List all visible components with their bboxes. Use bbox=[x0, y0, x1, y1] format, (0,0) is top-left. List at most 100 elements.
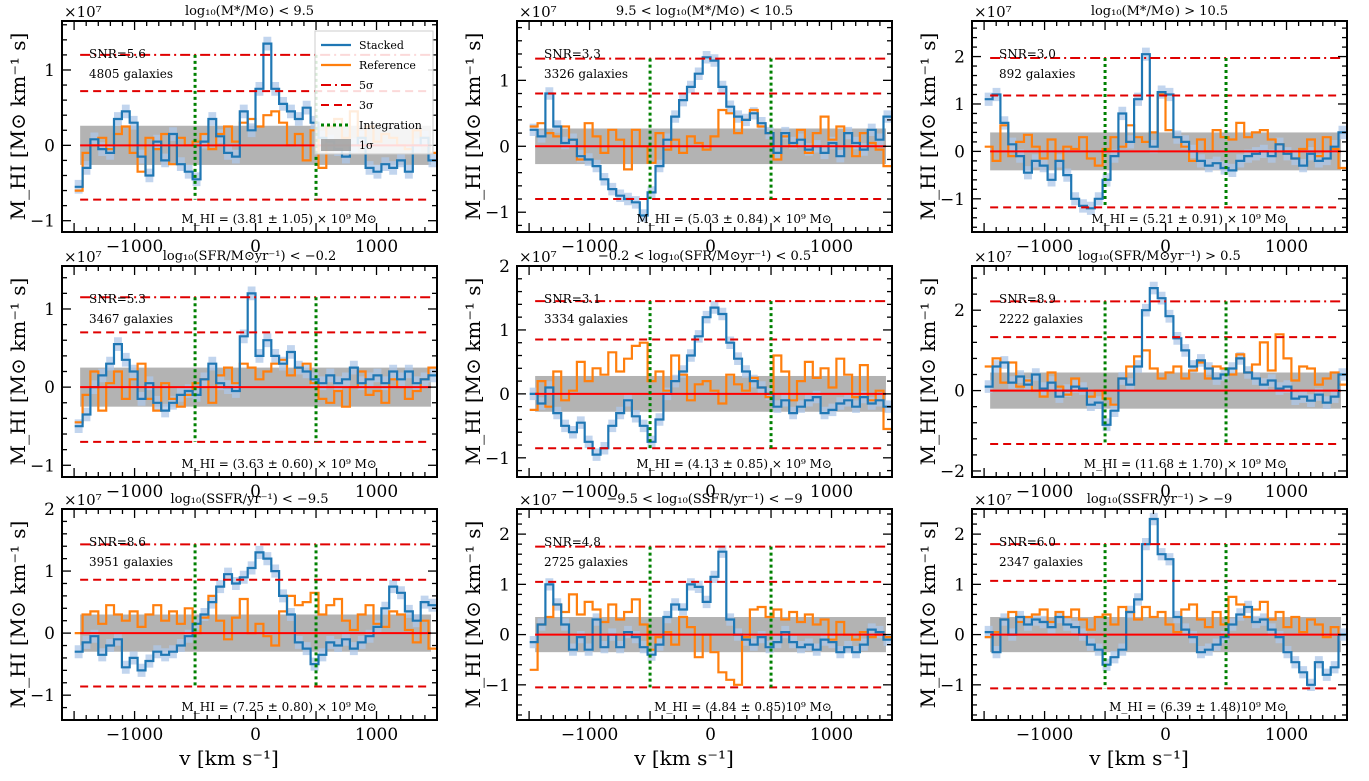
panel-title: log₁₀(SFR/M⊙yr⁻¹) > 0.5 bbox=[1078, 249, 1241, 264]
x-tick-label: 1000 bbox=[355, 237, 398, 257]
hi-mass-label: M_HI = (7.25 ± 0.80) × 10⁹ M⊙ bbox=[181, 700, 377, 714]
y-axis-label: M_HI [M⊙ km⁻¹ s] bbox=[461, 521, 485, 709]
x-tick-label: −1000 bbox=[1016, 725, 1074, 745]
x-tick-label: 0 bbox=[250, 725, 261, 745]
hi-mass-label: M_HI = (11.68 ± 1.70) × 10⁹ M⊙ bbox=[1084, 457, 1287, 471]
stacked-error-band bbox=[74, 545, 437, 677]
panel-4: −1000 0 1000 −1 0 1 ×10⁷ log₁₀(SFR/M⊙yr⁻¹) < −0… bbox=[6, 248, 438, 502]
y-multiplier: ×10⁷ bbox=[519, 248, 557, 266]
y-tick-label: −1 bbox=[30, 212, 55, 232]
y-tick-label: 0 bbox=[499, 626, 510, 646]
panel-3: −1000 0 1000 −1 0 1 2 ×10⁷ log₁₀(M*/M⊙) > 10.5 SN… bbox=[916, 3, 1348, 257]
plot-area bbox=[529, 300, 892, 461]
legend-label: Integration bbox=[359, 119, 422, 132]
snr-label: SNR=3.3 bbox=[544, 47, 601, 61]
panel-title: −9.5 < log₁₀(SSFR/yr⁻¹) < −9 bbox=[606, 492, 802, 507]
galaxy-count: 2347 galaxies bbox=[999, 555, 1083, 569]
y-axis-label: M_HI [M⊙ km⁻¹ s] bbox=[6, 33, 30, 221]
stacked-line bbox=[74, 42, 437, 188]
y-axis-label: M_HI [M⊙ km⁻¹ s] bbox=[6, 521, 30, 709]
axes-frame bbox=[516, 20, 893, 233]
x-tick-label: 1000 bbox=[810, 237, 853, 257]
y-tick-label: 0 bbox=[499, 385, 510, 405]
panel-8: −1000 0 1000 −1 0 1 2 ×10⁷ −9.5 < log₁₀(SSFR/yr⁻… bbox=[461, 491, 893, 770]
panel-7: −1000 0 1000 −1 0 1 2 ×10⁷ log₁₀(SSFR/yr⁻¹) < −9… bbox=[6, 491, 438, 770]
panel-title: log₁₀(SFR/M⊙yr⁻¹) < −0.2 bbox=[163, 249, 337, 264]
y-tick-label: 2 bbox=[954, 301, 965, 321]
snr-label: SNR=3.1 bbox=[544, 292, 601, 306]
plot-area bbox=[984, 47, 1347, 215]
hi-mass-label: M_HI = (4.84 ± 0.85)10⁹ M⊙ bbox=[654, 700, 832, 714]
snr-label: SNR=5.3 bbox=[89, 292, 146, 306]
y-tick-label: 1 bbox=[954, 95, 965, 115]
panel-title: log₁₀(SSFR/yr⁻¹) > −9 bbox=[1087, 492, 1233, 507]
x-tick-label: 0 bbox=[1160, 725, 1171, 745]
stacked-line bbox=[984, 517, 1347, 686]
snr-label: SNR=8.9 bbox=[999, 292, 1056, 306]
legend-swatch-sigma1 bbox=[321, 139, 351, 151]
x-tick-label: 0 bbox=[250, 237, 261, 257]
plot-area bbox=[529, 545, 892, 689]
x-axis-label: v [km s⁻¹] bbox=[633, 746, 734, 770]
x-tick-label: −1000 bbox=[561, 237, 619, 257]
reference-line bbox=[984, 333, 1347, 406]
hi-mass-label: M_HI = (6.39 ± 1.48)10⁹ M⊙ bbox=[1109, 700, 1287, 714]
y-tick-label: 0 bbox=[954, 626, 965, 646]
y-axis-label: M_HI [M⊙ km⁻¹ s] bbox=[461, 278, 485, 466]
y-tick-label: −2 bbox=[940, 462, 965, 482]
stacked-line bbox=[74, 551, 437, 672]
panel-title: log₁₀(M*/M⊙) > 10.5 bbox=[1091, 4, 1228, 19]
x-tick-label: 0 bbox=[250, 482, 261, 502]
x-tick-label: −1000 bbox=[561, 482, 619, 502]
y-axis-label: M_HI [M⊙ km⁻¹ s] bbox=[916, 278, 940, 466]
y-multiplier: ×10⁷ bbox=[974, 3, 1012, 21]
stacked-line bbox=[529, 550, 892, 656]
x-tick-label: 0 bbox=[1160, 237, 1171, 257]
hi-mass-label: M_HI = (3.81 ± 1.05) × 10⁹ M⊙ bbox=[181, 212, 377, 226]
reference-line bbox=[529, 593, 892, 686]
y-tick-label: 1 bbox=[954, 575, 965, 595]
y-tick-label: 1 bbox=[499, 575, 510, 595]
y-tick-label: −1 bbox=[485, 676, 510, 696]
y-tick-label: −1 bbox=[940, 190, 965, 210]
y-tick-label: −1 bbox=[30, 686, 55, 706]
y-tick-label: 1 bbox=[44, 61, 55, 81]
y-tick-label: −1 bbox=[940, 676, 965, 696]
y-tick-label: 2 bbox=[954, 48, 965, 68]
x-tick-label: 1000 bbox=[810, 482, 853, 502]
plot-area bbox=[74, 286, 437, 443]
y-tick-label: −1 bbox=[485, 449, 510, 469]
legend-label: 5σ bbox=[359, 79, 374, 92]
panel-title: log₁₀(SSFR/yr⁻¹) < −9.5 bbox=[171, 492, 329, 507]
panel-title: 9.5 < log₁₀(M*/M⊙) < 10.5 bbox=[616, 4, 793, 19]
y-axis-label: M_HI [M⊙ km⁻¹ s] bbox=[916, 33, 940, 221]
reference-line bbox=[984, 595, 1347, 639]
axes-frame bbox=[971, 20, 1348, 233]
panel-9: −1000 0 1000 −1 0 1 2 ×10⁷ log₁₀(SSFR/yr⁻¹) > −9… bbox=[916, 491, 1348, 770]
y-multiplier: ×10⁷ bbox=[64, 491, 102, 509]
y-tick-label: 2 bbox=[44, 500, 55, 520]
hi-mass-label: M_HI = (4.13 ± 0.85) × 10⁹ M⊙ bbox=[636, 457, 832, 471]
stacked-error-band bbox=[529, 545, 892, 661]
y-tick-label: 1 bbox=[44, 300, 55, 320]
hi-mass-label: M_HI = (5.03 ± 0.84) × 10⁹ M⊙ bbox=[636, 212, 832, 226]
x-tick-label: −1000 bbox=[561, 725, 619, 745]
y-tick-label: 0 bbox=[499, 137, 510, 157]
panel-title: log₁₀(M*/M⊙) < 9.5 bbox=[185, 4, 314, 19]
stacked-error-band bbox=[74, 286, 437, 433]
y-axis-label: M_HI [M⊙ km⁻¹ s] bbox=[461, 33, 485, 221]
snr-label: SNR=3.0 bbox=[999, 47, 1056, 61]
stacked-line bbox=[984, 287, 1347, 426]
panel-1: −1000 0 1000 −1 0 1 ×10⁷ log₁₀(M*/M⊙) < 9.5 SNR=… bbox=[6, 3, 438, 257]
y-tick-label: 0 bbox=[44, 136, 55, 156]
y-multiplier: ×10⁷ bbox=[974, 248, 1012, 266]
x-tick-label: 1000 bbox=[1265, 482, 1308, 502]
galaxy-count: 3467 galaxies bbox=[89, 312, 173, 326]
x-tick-label: 1000 bbox=[355, 725, 398, 745]
galaxy-count: 4805 galaxies bbox=[89, 67, 173, 81]
hi-mass-label: M_HI = (3.63 ± 0.60) × 10⁹ M⊙ bbox=[181, 457, 377, 471]
y-axis-label: M_HI [M⊙ km⁻¹ s] bbox=[6, 278, 30, 466]
panel-6: −1000 0 1000 −2 0 2 ×10⁷ log₁₀(SFR/M⊙yr⁻¹) > 0.… bbox=[916, 248, 1348, 502]
x-tick-label: 1000 bbox=[1265, 725, 1308, 745]
